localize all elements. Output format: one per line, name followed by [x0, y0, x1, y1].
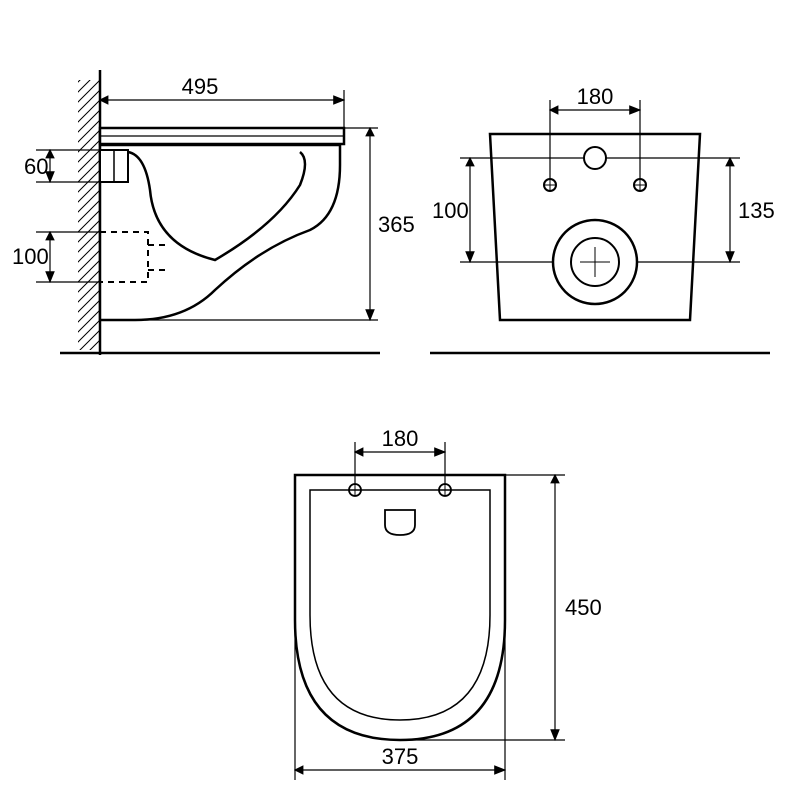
dim-top-bolt: 180 [382, 426, 419, 451]
dim-side-depth: 495 [182, 74, 219, 99]
side-view: 495 365 60 100 [12, 70, 415, 355]
dim-top-width: 375 [382, 744, 419, 769]
dim-rear-100: 100 [432, 198, 469, 223]
technical-drawing: 495 365 60 100 [0, 0, 800, 800]
top-view: 180 450 375 [295, 426, 602, 780]
dim-side-height: 365 [378, 212, 415, 237]
dim-rear-135: 135 [738, 198, 775, 223]
dim-rear-bolt: 180 [577, 84, 614, 109]
dim-top-length: 450 [565, 595, 602, 620]
dim-side-outlet: 100 [12, 244, 49, 269]
dim-side-inlet: 60 [24, 154, 48, 179]
rear-view: 180 100 135 [430, 84, 775, 353]
